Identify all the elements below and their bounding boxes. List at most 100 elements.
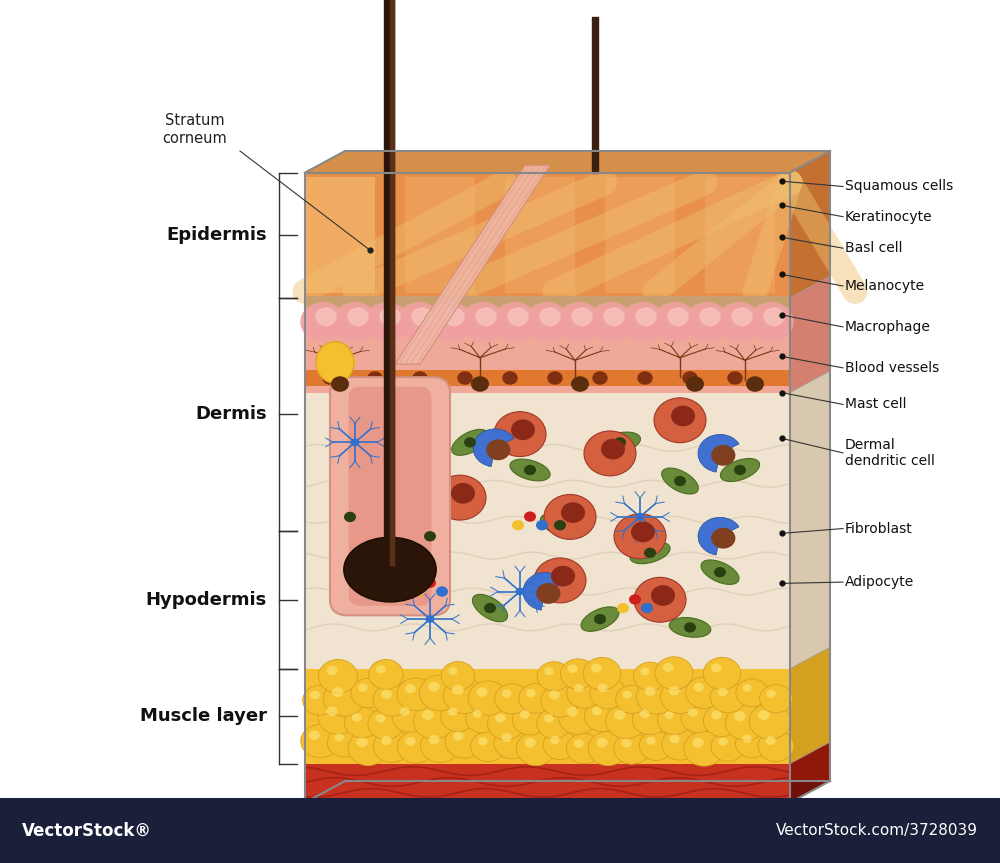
Circle shape [318, 700, 358, 734]
Circle shape [662, 728, 698, 760]
Circle shape [368, 709, 404, 740]
Circle shape [334, 734, 344, 741]
Circle shape [554, 520, 566, 531]
Circle shape [646, 737, 656, 745]
Polygon shape [790, 742, 830, 803]
Circle shape [614, 733, 650, 765]
Text: Dermis: Dermis [195, 406, 267, 423]
Circle shape [634, 577, 686, 622]
Circle shape [444, 678, 484, 714]
Ellipse shape [330, 507, 370, 527]
Circle shape [561, 502, 585, 523]
Ellipse shape [510, 459, 550, 481]
Circle shape [397, 678, 435, 711]
Text: Dermal
dendritic cell: Dermal dendritic cell [845, 438, 935, 468]
Circle shape [544, 494, 596, 539]
Circle shape [728, 372, 742, 384]
Bar [305, 764, 790, 803]
Wedge shape [523, 572, 564, 610]
Ellipse shape [600, 432, 640, 453]
Circle shape [766, 690, 776, 698]
Circle shape [632, 704, 668, 734]
Circle shape [512, 704, 548, 735]
Circle shape [405, 737, 416, 746]
Circle shape [374, 581, 386, 591]
Bar [305, 173, 790, 298]
Circle shape [764, 308, 784, 325]
Circle shape [640, 667, 650, 676]
Circle shape [494, 412, 546, 457]
Circle shape [718, 738, 728, 746]
Circle shape [549, 690, 560, 700]
Circle shape [397, 731, 435, 763]
Ellipse shape [452, 430, 488, 456]
Circle shape [392, 702, 428, 732]
Circle shape [413, 372, 427, 384]
Ellipse shape [344, 537, 436, 602]
Circle shape [476, 687, 488, 696]
Wedge shape [359, 545, 383, 565]
Circle shape [583, 658, 621, 690]
Circle shape [352, 713, 362, 721]
Bar [305, 298, 790, 393]
Circle shape [327, 665, 338, 675]
Circle shape [309, 731, 320, 740]
Circle shape [571, 376, 589, 392]
Wedge shape [711, 445, 735, 466]
Circle shape [494, 728, 530, 759]
Circle shape [495, 714, 506, 722]
Circle shape [351, 438, 359, 446]
Circle shape [429, 303, 473, 341]
Wedge shape [711, 527, 735, 549]
Circle shape [434, 476, 486, 520]
Circle shape [487, 708, 525, 740]
Circle shape [654, 398, 706, 443]
Text: VectorStock®: VectorStock® [22, 822, 152, 840]
Circle shape [503, 372, 517, 384]
Circle shape [683, 372, 697, 384]
Circle shape [641, 603, 653, 614]
Circle shape [686, 677, 722, 709]
Circle shape [749, 303, 793, 341]
Circle shape [734, 711, 746, 721]
Circle shape [621, 739, 632, 747]
Circle shape [746, 376, 764, 392]
Circle shape [621, 303, 665, 341]
Circle shape [441, 702, 475, 732]
Circle shape [348, 308, 368, 325]
Circle shape [548, 372, 562, 384]
Circle shape [536, 520, 548, 531]
Circle shape [301, 725, 339, 758]
Circle shape [693, 683, 704, 691]
Wedge shape [698, 517, 739, 555]
Circle shape [560, 658, 596, 690]
Circle shape [436, 586, 448, 596]
Circle shape [537, 709, 571, 739]
Circle shape [544, 667, 554, 675]
Circle shape [420, 728, 460, 763]
Circle shape [614, 513, 666, 558]
Circle shape [369, 659, 403, 690]
Circle shape [639, 732, 673, 760]
Circle shape [452, 684, 464, 695]
Circle shape [501, 734, 512, 742]
Circle shape [520, 710, 530, 719]
Circle shape [516, 588, 524, 595]
Circle shape [557, 303, 601, 341]
Circle shape [303, 685, 337, 715]
Circle shape [310, 691, 320, 699]
Circle shape [331, 376, 349, 392]
Text: Macrophage: Macrophage [845, 320, 931, 334]
Circle shape [516, 732, 556, 765]
Circle shape [588, 732, 628, 765]
Circle shape [476, 308, 496, 325]
Circle shape [428, 682, 440, 691]
Circle shape [616, 685, 648, 714]
Polygon shape [790, 371, 830, 669]
Circle shape [511, 419, 535, 440]
Circle shape [525, 738, 536, 747]
Circle shape [718, 688, 728, 696]
Circle shape [717, 303, 761, 341]
Circle shape [524, 512, 536, 522]
Wedge shape [473, 429, 514, 467]
